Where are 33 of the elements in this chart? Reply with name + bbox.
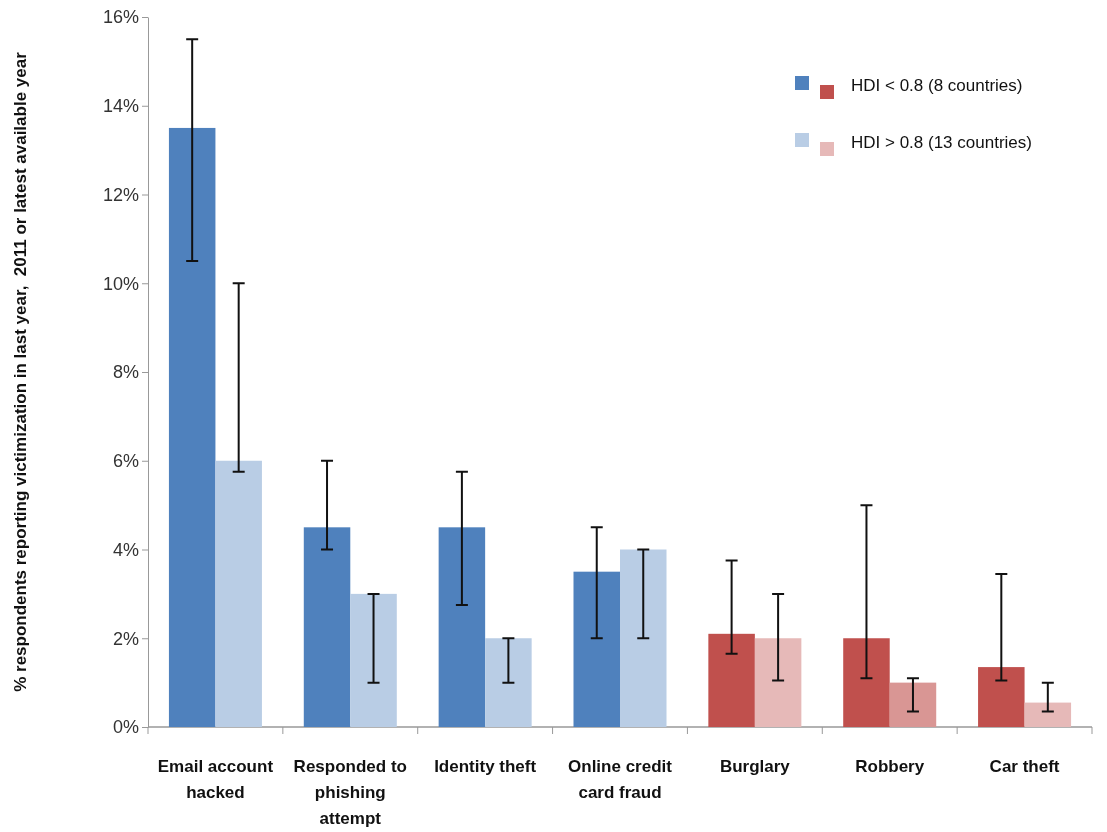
y-tick-label: 10% (102, 273, 139, 294)
x-tick-label: Robbery (855, 757, 925, 776)
x-tick-label: Online credit card fraud (568, 757, 673, 802)
bar (168, 127, 216, 727)
y-tick-label: 14% (102, 96, 139, 117)
bar (978, 667, 1025, 727)
y-tick-label: 16% (102, 7, 139, 28)
y-axis-title: % respondents reporting victimization in last year, 2011 or latest available year (11, 51, 30, 692)
x-tick-label: Identity theft (434, 757, 537, 776)
bar (303, 527, 351, 727)
bar (215, 460, 262, 727)
y-tick-label: 4% (112, 539, 139, 560)
bar (620, 549, 667, 727)
bar (485, 638, 532, 727)
bar (843, 638, 890, 727)
bar (754, 638, 802, 727)
y-tick-label: 12% (102, 184, 139, 205)
bar (708, 633, 755, 727)
y-tick-label: 6% (112, 451, 139, 472)
bar (889, 682, 937, 727)
y-tick-label: 2% (112, 628, 139, 649)
legend-label: HDI < 0.8 (8 countries) (851, 76, 1023, 95)
y-tick-label: 0% (112, 717, 139, 738)
bar (438, 527, 486, 727)
x-tick-label: Responded to phishing attempt (293, 757, 407, 828)
bar (350, 593, 397, 727)
x-tick-label: Burglary (719, 757, 791, 776)
legend-label: HDI > 0.8 (13 countries) (851, 133, 1032, 152)
x-tick-label: Email account hacked (157, 757, 274, 802)
bar (573, 571, 620, 727)
y-tick-label: 8% (112, 362, 139, 383)
x-tick-label: Car theft (989, 757, 1060, 776)
bar (1024, 702, 1072, 727)
